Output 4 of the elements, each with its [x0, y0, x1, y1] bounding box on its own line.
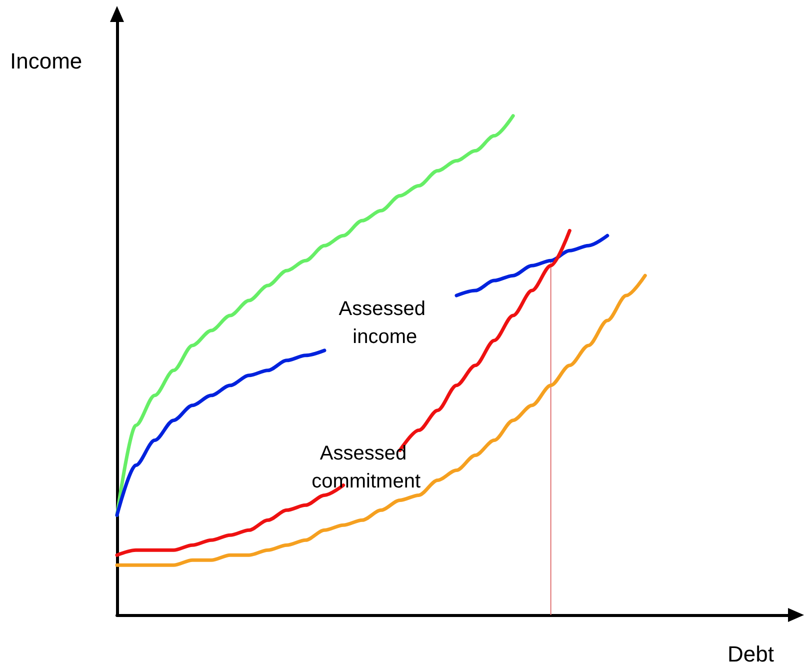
series-label: Assessed income — [338, 298, 432, 348]
x-axis-title: Debt — [728, 642, 774, 666]
series-label: Assessed commitment — [312, 442, 421, 493]
y-axis-title: Income — [10, 48, 82, 74]
